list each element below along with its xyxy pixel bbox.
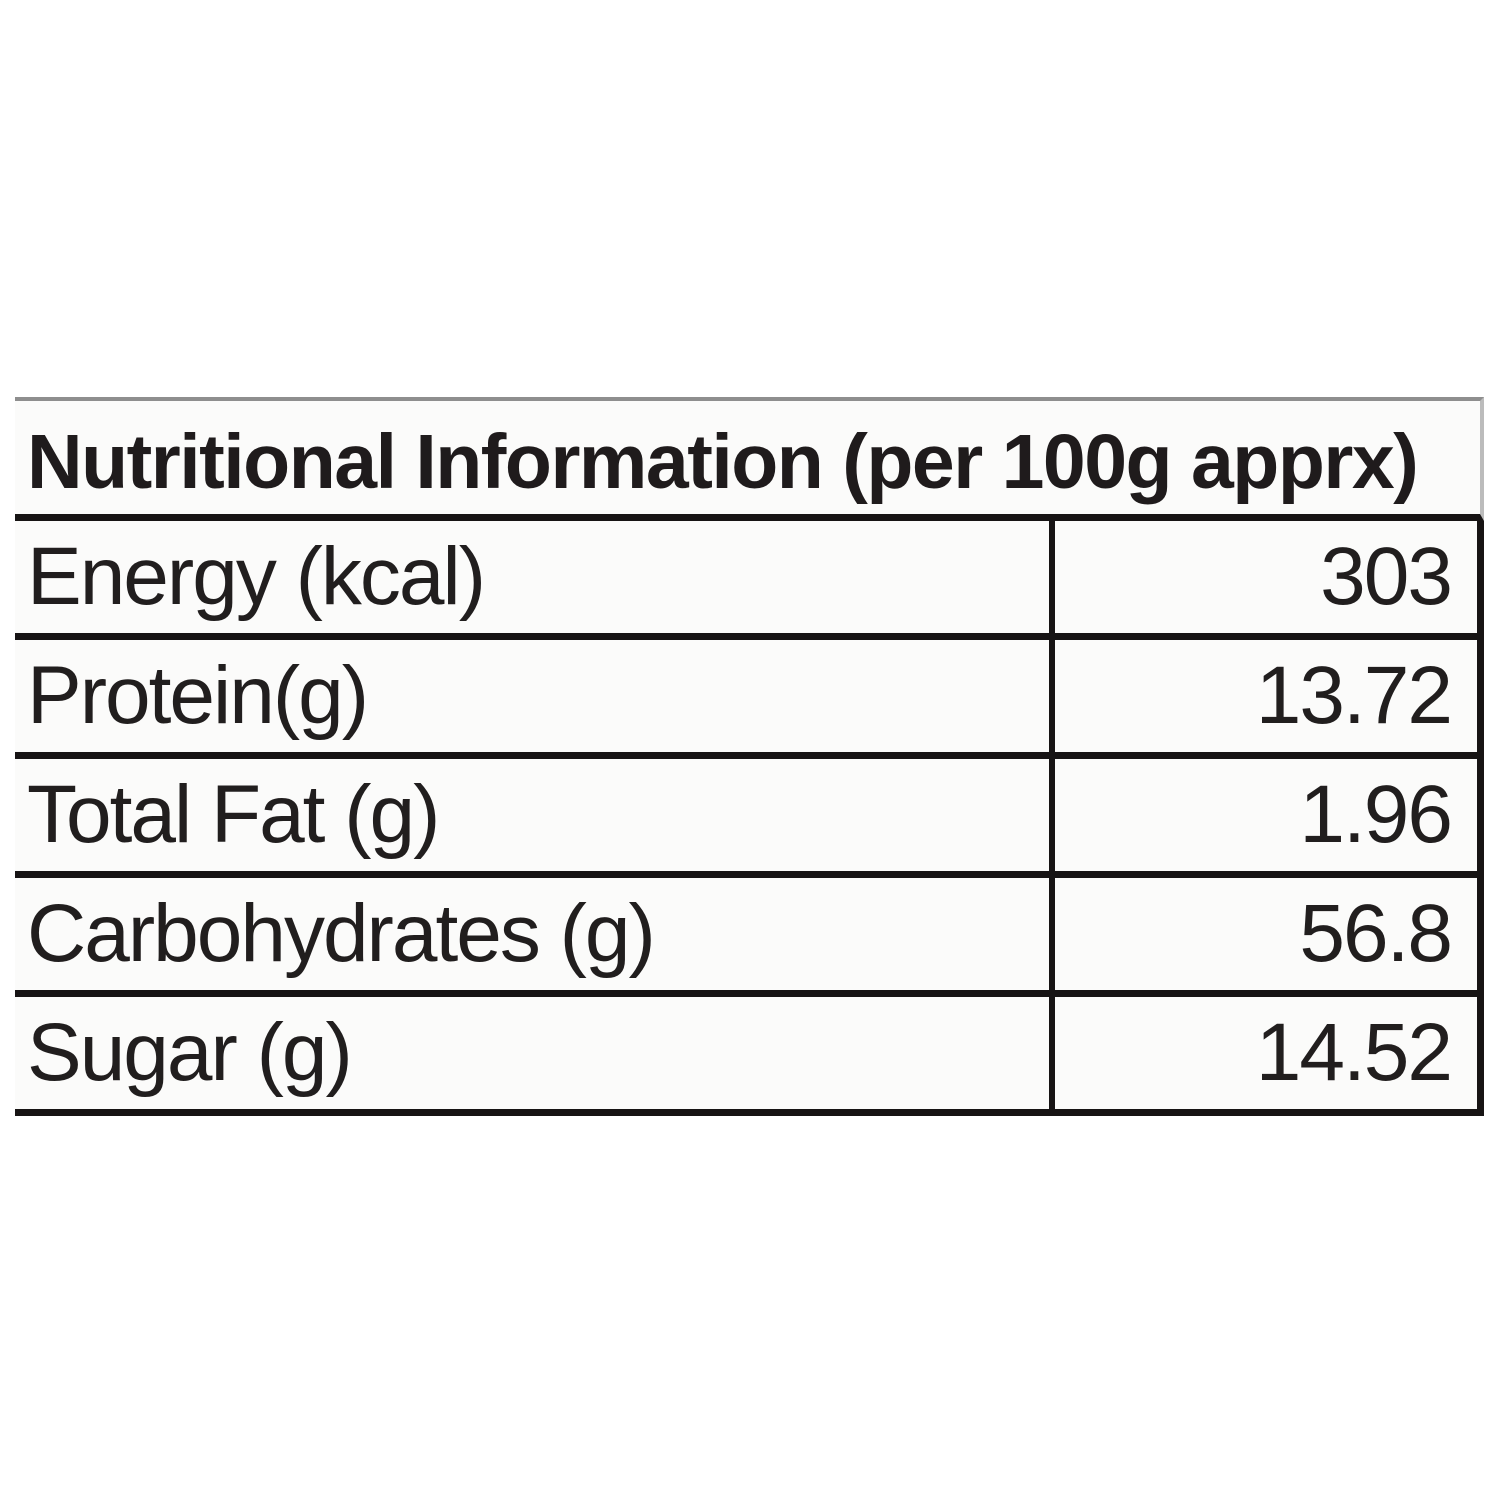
table-row: Protein(g) 13.72 xyxy=(15,640,1484,759)
row-value-cell: 303 xyxy=(1055,521,1484,633)
row-label-cell: Total Fat (g) xyxy=(15,759,1055,871)
row-value: 1.96 xyxy=(1299,769,1453,860)
table-row: Energy (kcal) 303 xyxy=(15,521,1484,640)
row-value-cell: 14.52 xyxy=(1055,997,1484,1109)
row-label: Sugar (g) xyxy=(27,1007,353,1098)
row-label-cell: Sugar (g) xyxy=(15,997,1055,1109)
row-label-cell: Protein(g) xyxy=(15,640,1055,752)
row-label-cell: Carbohydrates (g) xyxy=(15,878,1055,990)
table-row: Total Fat (g) 1.96 xyxy=(15,759,1484,878)
row-value: 13.72 xyxy=(1255,650,1453,741)
table-row: Sugar (g) 14.52 xyxy=(15,997,1484,1116)
row-value: 303 xyxy=(1320,531,1453,622)
row-label: Total Fat (g) xyxy=(27,769,440,860)
row-value: 56.8 xyxy=(1299,888,1453,979)
table-row: Carbohydrates (g) 56.8 xyxy=(15,878,1484,997)
row-label: Energy (kcal) xyxy=(27,531,486,622)
nutrition-table: Nutritional Information (per 100g apprx)… xyxy=(15,397,1484,1116)
table-header-row: Nutritional Information (per 100g apprx) xyxy=(15,397,1484,521)
row-label: Protein(g) xyxy=(27,650,369,741)
row-value-cell: 56.8 xyxy=(1055,878,1484,990)
row-label-cell: Energy (kcal) xyxy=(15,521,1055,633)
row-label: Carbohydrates (g) xyxy=(27,888,656,979)
table-title: Nutritional Information (per 100g apprx) xyxy=(27,419,1419,505)
row-value-cell: 13.72 xyxy=(1055,640,1484,752)
row-value: 14.52 xyxy=(1255,1007,1453,1098)
row-value-cell: 1.96 xyxy=(1055,759,1484,871)
